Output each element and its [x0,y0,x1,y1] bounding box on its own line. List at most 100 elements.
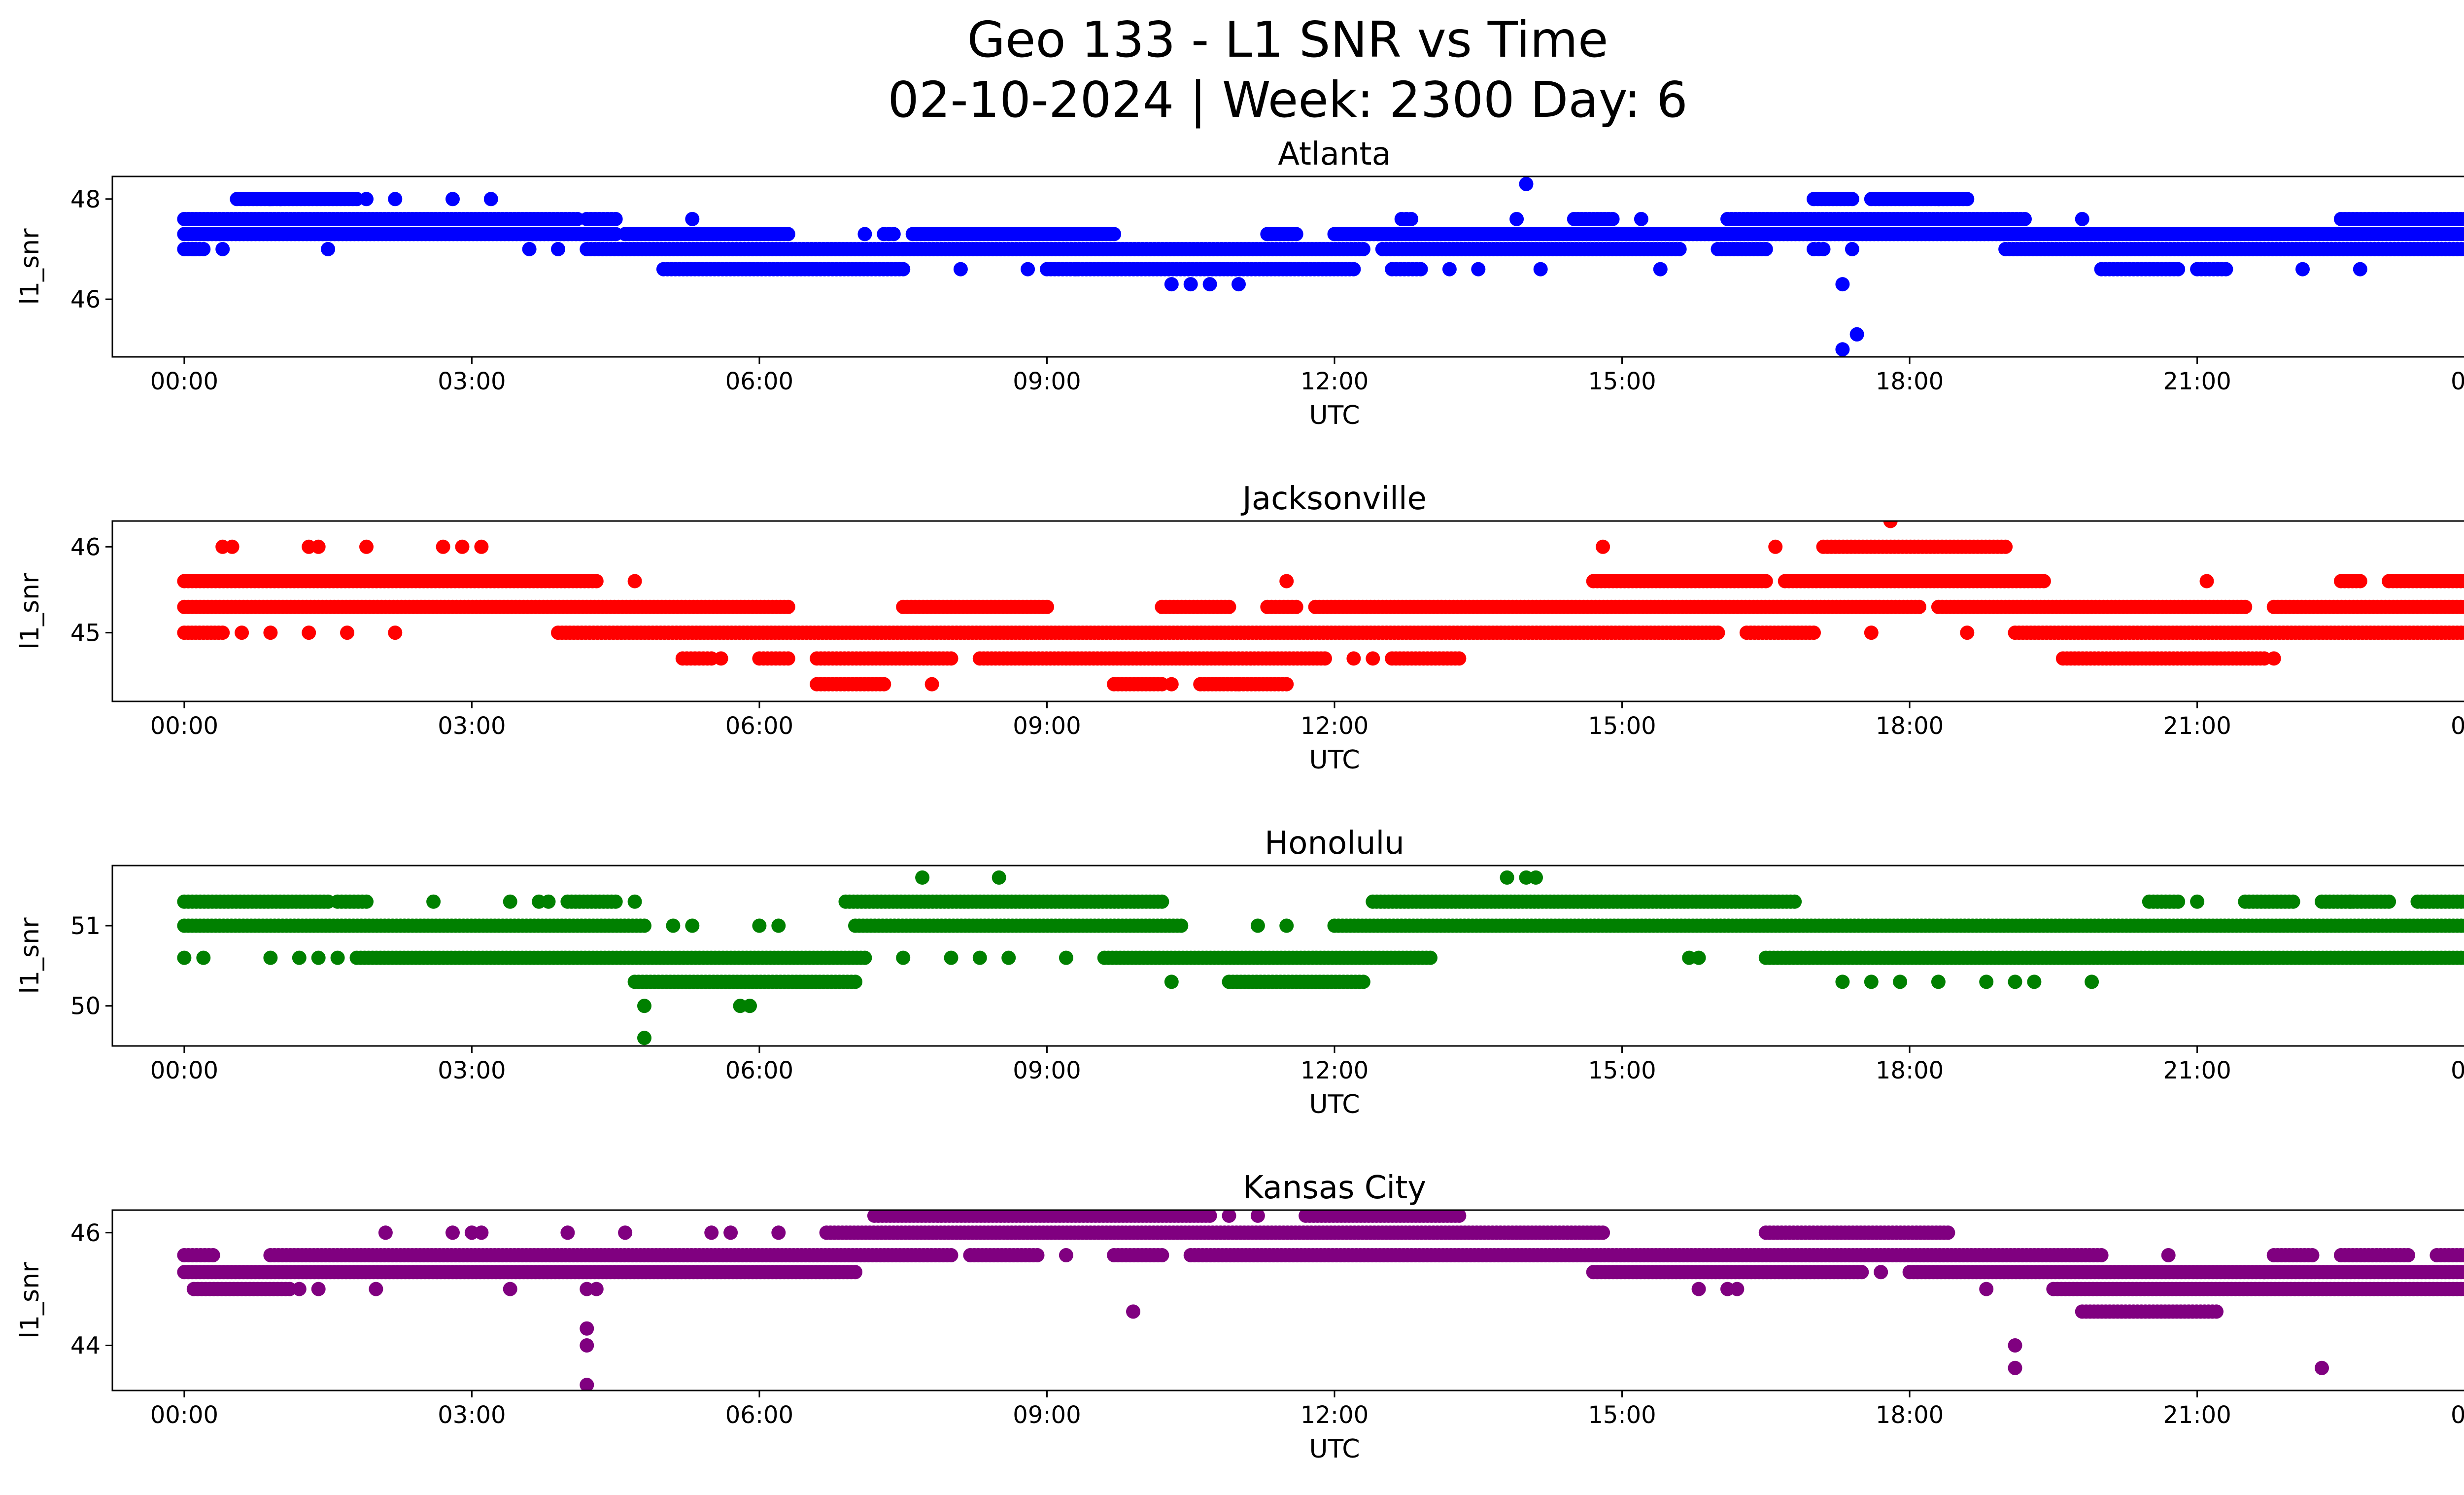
data-point [848,974,862,989]
data-point [1289,227,1303,242]
data-point [608,211,623,226]
data-point [359,539,374,554]
data-point [2462,213,2464,225]
data-point [781,651,795,666]
data-point [1250,918,1265,933]
data-point [1634,211,1648,226]
y-tick-label: 46 [70,286,101,313]
data-point [1413,262,1428,277]
data-point [1366,651,1380,666]
x-tick-label: 18:00 [1876,712,1944,740]
data-point [2458,574,2464,589]
data-point [483,192,498,207]
data-point [2462,896,2464,907]
x-tick-label: 09:00 [1013,368,1081,395]
data-point [1931,192,1946,207]
data-point [1960,192,1975,207]
x-tick-label: 00:00 [150,712,218,740]
figure-title: Geo 133 - L1 SNR vs Time 02-10-2024 | We… [0,10,2464,130]
data-point [330,950,345,965]
data-point [877,677,891,692]
data-point [685,918,700,933]
panel-title: Kansas City [1243,1170,1426,1206]
data-point [2286,894,2300,909]
data-point [2018,211,2032,226]
data-point [2458,950,2464,965]
data-point [2462,952,2464,963]
data-point [637,918,651,933]
x-tick-label: 12:00 [1300,368,1369,395]
x-tick-label: 03:00 [438,1057,506,1084]
x-tick-label: 15:00 [1588,712,1656,740]
x-tick-label: 21:00 [2163,1057,2231,1084]
data-point [2462,601,2464,612]
data-point [1960,626,1975,640]
x-tick-label: 09:00 [1013,712,1081,740]
data-point [225,539,240,554]
data-point [215,242,230,256]
data-point [436,539,450,554]
data-point [2171,262,2186,277]
data-point [1068,262,1083,277]
figure-title-line-1: Geo 133 - L1 SNR vs Time [967,11,1608,69]
x-tick-label: 00:00 [2451,1057,2464,1084]
x-tick-label: 21:00 [2163,712,2231,740]
data-point [445,192,460,207]
data-point [321,242,336,256]
data-point [215,626,230,640]
y-tick-label: 51 [70,912,101,940]
data-point [781,599,795,614]
panel-title: Honolulu [1265,825,1404,862]
data-point [1653,262,1668,277]
data-point [1164,277,1179,292]
data-point [1605,211,1620,226]
data-point [1835,277,1850,292]
data-point [857,227,872,242]
data-point [685,211,700,226]
data-point [1202,277,1217,292]
x-tick-label: 12:00 [1300,1057,1369,1084]
data-point [1356,242,1370,256]
y-tick-label: 46 [70,533,101,561]
data-point [1912,599,1926,614]
data-point [263,950,278,965]
data-point [1941,1225,1955,1240]
data-point [2266,651,2281,666]
data-point [359,894,374,909]
data-point [992,870,1006,885]
x-tick-label: 21:00 [2163,368,2231,395]
data-point [196,950,211,965]
data-point [589,574,604,589]
data-point [1893,974,1908,989]
y-axis-label: l1_snr [15,573,45,650]
data-point [1768,539,1783,554]
data-series [177,176,2464,357]
data-point [1533,262,1548,277]
data-point [781,227,795,242]
x-tick-label: 00:00 [150,1057,218,1084]
x-tick-label: 06:00 [725,712,793,740]
data-point [426,894,441,909]
data-point [1758,574,1773,589]
data-point [522,242,537,256]
data-point [896,242,911,256]
data-point [1423,950,1437,965]
data-point [1222,599,1236,614]
data-point [1030,1248,1045,1262]
data-point [1289,599,1303,614]
data-point [1404,211,1419,226]
data-point [2458,211,2464,226]
data-point [1816,242,1831,256]
data-point [1979,974,1994,989]
data-point [2458,918,2464,933]
data-point [551,242,565,256]
data-point [1596,1225,1610,1240]
data-point [1059,950,1073,965]
x-tick-label: 12:00 [1300,712,1369,740]
data-point [2458,599,2464,614]
data-point [359,192,374,207]
